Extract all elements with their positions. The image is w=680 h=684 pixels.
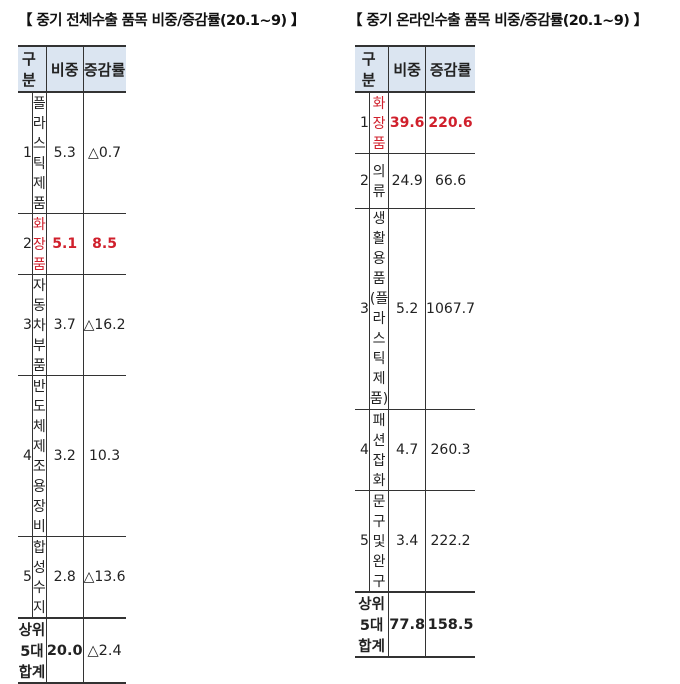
table-row: 2 화장품 5.1 8.5 xyxy=(18,213,126,275)
share-cell: 2.8 xyxy=(45,536,84,619)
total-share: 77.8 xyxy=(388,591,426,658)
share-cell: 3.4 xyxy=(388,490,426,593)
growth-cell: 260.3 xyxy=(425,409,476,491)
right-table-title: 【 중기 온라인수출 품목 비중/증감률(20.1~9) 】 xyxy=(348,13,648,29)
table-row: 2 의류 24.9 66.6 xyxy=(355,153,476,209)
share-cell: 4.7 xyxy=(388,409,426,491)
left-table: 구 분 비중 증감률 1 플라스틱 제품 5.3 △0.7 2 화장품 5.1 … xyxy=(18,45,126,684)
growth-cell: 1067.7 xyxy=(425,208,476,410)
item-cell-highlight: 화장품 xyxy=(368,92,389,154)
growth-cell-highlight: 220.6 xyxy=(425,92,476,154)
item-cell: 패션잡화 xyxy=(368,409,389,491)
growth-cell: 10.3 xyxy=(82,375,126,537)
table-row: 4 반도체제조용장비 3.2 10.3 xyxy=(18,375,126,537)
item-line-1: 생활용품 xyxy=(372,211,386,287)
item-cell: 의류 xyxy=(368,153,389,209)
share-cell-highlight: 39.6 xyxy=(388,92,426,154)
table-row: 4 패션잡화 4.7 260.3 xyxy=(355,409,476,491)
table-row: 1 화장품 39.6 220.6 xyxy=(355,92,476,154)
table-row: 3 생활용품 (플라스틱제품) 5.2 1067.7 xyxy=(355,208,476,410)
rank-cell: 5 xyxy=(18,536,33,619)
share-cell: 5.3 xyxy=(45,92,84,214)
rank-cell: 1 xyxy=(355,92,370,154)
item-cell: 합성수지 xyxy=(31,536,47,619)
rank-cell: 2 xyxy=(18,213,33,275)
rank-cell: 4 xyxy=(355,409,370,491)
table-row: 5 합성수지 2.8 △13.6 xyxy=(18,536,126,619)
share-cell: 24.9 xyxy=(388,153,426,209)
table-row: 5 문구 및 완구 3.4 222.2 xyxy=(355,490,476,593)
total-row: 상위 5대 합계 77.8 158.5 xyxy=(355,591,476,658)
share-cell: 5.2 xyxy=(388,208,426,410)
rank-cell: 4 xyxy=(18,375,33,537)
total-row: 상위 5대 합계 20.0 △2.4 xyxy=(18,617,126,684)
total-growth: △2.4 xyxy=(82,617,126,684)
total-growth: 158.5 xyxy=(425,591,476,658)
table-row: 1 플라스틱 제품 5.3 △0.7 xyxy=(18,92,126,214)
item-cell: 반도체제조용장비 xyxy=(31,375,47,537)
growth-cell: △13.6 xyxy=(82,536,126,619)
left-header-growth: 증감률 xyxy=(82,45,126,93)
left-header-share: 비중 xyxy=(45,45,84,93)
rank-cell: 3 xyxy=(355,208,370,410)
rank-cell: 2 xyxy=(355,153,370,209)
growth-cell: 222.2 xyxy=(425,490,476,593)
right-header-growth: 증감률 xyxy=(425,45,476,93)
right-header-category: 구 분 xyxy=(355,45,389,93)
total-share: 20.0 xyxy=(45,617,84,684)
item-cell: 문구 및 완구 xyxy=(368,490,389,593)
item-cell-highlight: 화장품 xyxy=(31,213,47,275)
total-label: 상위 5대 합계 xyxy=(355,591,389,658)
item-cell: 플라스틱 제품 xyxy=(31,92,47,214)
share-cell: 3.7 xyxy=(45,274,84,376)
item-line-2: (플라스틱제품) xyxy=(369,291,389,407)
rank-cell: 1 xyxy=(18,92,33,214)
growth-cell: △0.7 xyxy=(82,92,126,214)
left-table-title: 【 중기 전체수출 품목 비중/증감률(20.1~9) 】 xyxy=(18,13,305,29)
rank-cell: 3 xyxy=(18,274,33,376)
total-label: 상위 5대 합계 xyxy=(18,617,47,684)
right-header-row: 구 분 비중 증감률 xyxy=(355,45,476,93)
rank-cell: 5 xyxy=(355,490,370,593)
share-cell-highlight: 5.1 xyxy=(45,213,84,275)
growth-cell: △16.2 xyxy=(82,274,126,376)
table-row: 3 자동차부품 3.7 △16.2 xyxy=(18,274,126,376)
left-header-row: 구 분 비중 증감률 xyxy=(18,45,126,93)
item-cell: 자동차부품 xyxy=(31,274,47,376)
share-cell: 3.2 xyxy=(45,375,84,537)
growth-cell-highlight: 8.5 xyxy=(82,213,126,275)
right-header-share: 비중 xyxy=(388,45,426,93)
item-cell-multiline: 생활용품 (플라스틱제품) xyxy=(368,208,389,410)
left-header-category: 구 분 xyxy=(18,45,47,93)
growth-cell: 66.6 xyxy=(425,153,476,209)
right-table: 구 분 비중 증감률 1 화장품 39.6 220.6 2 의류 24.9 66… xyxy=(355,45,476,658)
